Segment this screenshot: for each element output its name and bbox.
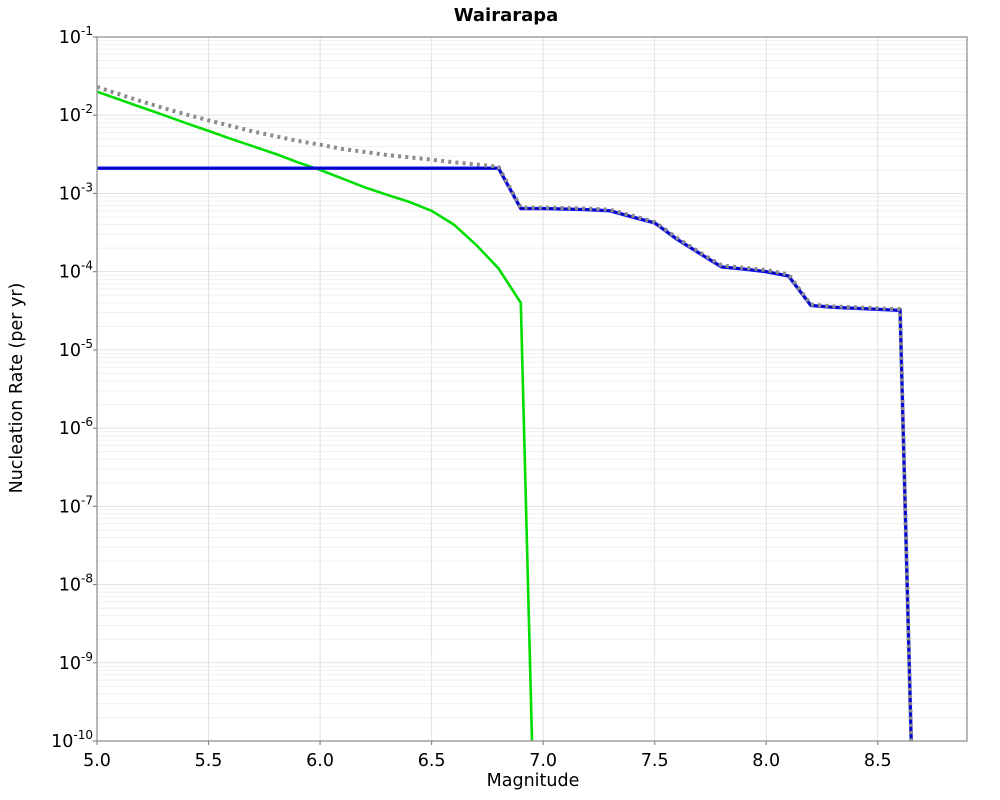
y-tick-label: 10-10 bbox=[51, 728, 93, 752]
series-total-rate-dotted-gray-line bbox=[96, 85, 914, 742]
y-tick-label: 10-2 bbox=[59, 102, 93, 126]
y-tick-exponent: -1 bbox=[81, 24, 93, 38]
x-tick-label: 8.5 bbox=[864, 751, 892, 771]
y-tick-label: 10-3 bbox=[59, 180, 93, 204]
y-tick-exponent: -7 bbox=[81, 493, 93, 507]
y-tick-label: 10-1 bbox=[59, 24, 93, 48]
chart-title: Wairarapa bbox=[453, 5, 559, 26]
y-tick-base: 10 bbox=[59, 106, 81, 126]
x-tick-label: 8.0 bbox=[752, 751, 780, 771]
y-tick-label: 10-6 bbox=[59, 415, 93, 439]
y-tick-base: 10 bbox=[59, 497, 81, 517]
plot-border bbox=[96, 36, 968, 742]
x-axis-label: Magnitude bbox=[486, 771, 580, 791]
y-tick-exponent: -4 bbox=[81, 259, 93, 273]
y-tick-label: 10-4 bbox=[59, 259, 93, 283]
y-tick-label: 10-8 bbox=[59, 572, 93, 596]
x-tick-label: 6.0 bbox=[306, 751, 334, 771]
series-group bbox=[96, 85, 914, 742]
y-tick-base: 10 bbox=[59, 184, 81, 204]
x-tick-label: 6.5 bbox=[418, 751, 446, 771]
x-tick-label: 5.0 bbox=[83, 751, 111, 771]
x-tick-label: 5.5 bbox=[195, 751, 223, 771]
y-tick-base: 10 bbox=[59, 28, 81, 48]
y-tick-exponent: -8 bbox=[81, 572, 93, 586]
y-tick-exponent: -6 bbox=[81, 415, 93, 429]
y-tick-base: 10 bbox=[59, 654, 81, 674]
plot-background bbox=[97, 37, 967, 741]
x-tick-label: 7.0 bbox=[529, 751, 557, 771]
y-tick-exponent: -3 bbox=[81, 180, 93, 194]
y-tick-exponent: -5 bbox=[81, 337, 93, 351]
y-tick-base: 10 bbox=[51, 732, 73, 752]
y-tick-base: 10 bbox=[59, 576, 81, 596]
y-tick-exponent: -10 bbox=[73, 728, 93, 742]
x-tick-label: 7.5 bbox=[641, 751, 669, 771]
y-tick-exponent: -2 bbox=[81, 102, 93, 116]
y-tick-label: 10-5 bbox=[59, 337, 93, 361]
y-tick-base: 10 bbox=[59, 263, 81, 283]
y-tick-base: 10 bbox=[59, 419, 81, 439]
y-tick-label: 10-9 bbox=[59, 650, 93, 674]
y-tick-label: 10-7 bbox=[59, 493, 93, 517]
y-tick-exponent: -9 bbox=[81, 650, 93, 664]
y-tick-base: 10 bbox=[59, 341, 81, 361]
